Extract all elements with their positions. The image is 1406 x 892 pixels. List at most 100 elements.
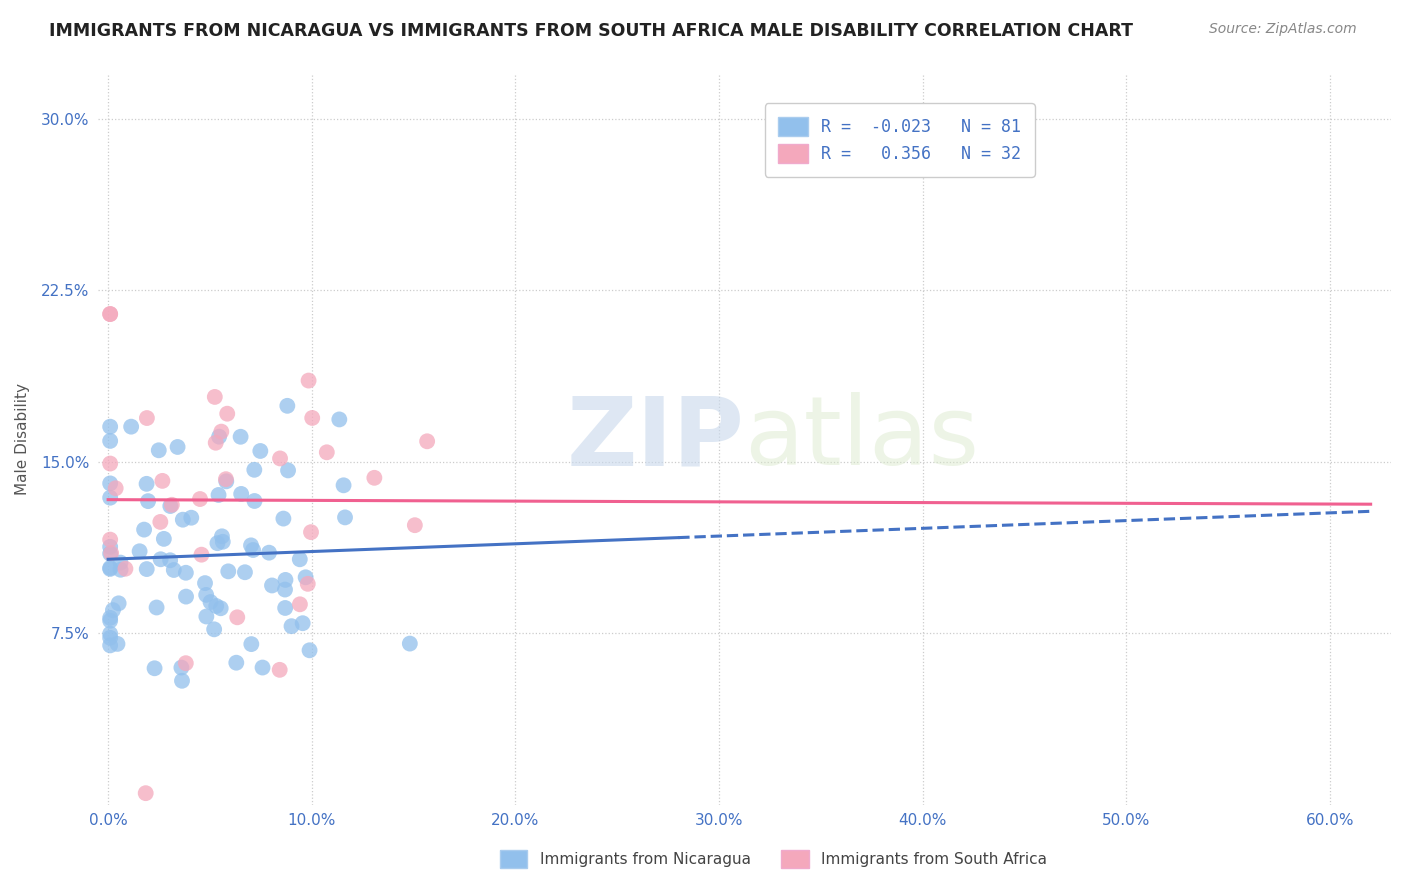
Point [98,561,121,575]
Point [132,523,155,537]
Point [204,435,226,450]
Point [274,573,297,587]
Point [242,543,264,558]
Point [163,563,186,577]
Point [98,611,121,625]
Point [98,307,121,321]
Point [416,434,439,449]
Point [98,307,121,321]
Point [98,491,121,505]
Point [269,663,291,677]
Point [114,562,136,576]
Point [276,399,298,413]
Point [136,494,159,508]
Point [166,440,188,454]
Point [301,411,323,425]
Point [257,546,280,560]
Point [273,511,295,525]
Point [226,610,249,624]
Point [249,444,271,458]
Point [100,546,122,560]
Point [149,515,172,529]
Point [269,451,291,466]
Point [180,510,202,524]
Point [299,525,322,540]
Point [98,614,121,628]
Point [170,673,193,688]
Point [194,576,217,591]
Point [398,637,420,651]
Point [207,536,229,550]
Legend: R =  -0.023   N = 81, R =   0.356   N = 32: R = -0.023 N = 81, R = 0.356 N = 32 [765,103,1035,177]
Point [215,475,238,489]
Point [204,390,226,404]
Point [172,513,194,527]
Point [240,637,263,651]
Point [315,445,337,459]
Point [225,656,247,670]
Point [200,595,222,609]
Point [98,639,121,653]
Point [148,443,170,458]
Point [170,660,193,674]
Point [202,623,225,637]
Point [98,419,121,434]
Point [98,540,121,554]
Point [104,481,127,495]
Point [98,476,121,491]
Point [98,434,121,448]
Point [231,487,253,501]
Point [110,563,132,577]
Point [128,544,150,558]
Point [252,660,274,674]
Point [404,518,426,533]
Point [98,562,121,576]
Point [297,577,319,591]
Point [333,510,356,524]
Point [297,374,319,388]
Point [98,631,121,645]
Point [280,619,302,633]
Point [160,498,183,512]
Point [215,472,238,486]
Point [107,596,129,610]
Point [190,548,212,562]
Point [209,601,232,615]
Point [363,471,385,485]
Point [110,556,132,570]
Point [135,786,157,800]
Point [120,419,142,434]
Point [98,533,121,547]
Point [174,566,197,580]
Text: ZIP: ZIP [567,392,744,485]
Point [153,532,176,546]
Point [229,430,252,444]
Point [159,553,181,567]
Point [211,534,233,549]
Point [195,609,218,624]
Point [288,552,311,566]
Point [152,474,174,488]
Point [195,588,218,602]
Point [98,547,121,561]
Point [208,430,231,444]
Point [107,637,129,651]
Point [101,603,124,617]
Point [149,552,172,566]
Point [217,565,239,579]
Point [332,478,354,492]
Point [174,656,197,670]
Y-axis label: Male Disability: Male Disability [15,383,30,495]
Point [240,538,263,552]
Point [233,566,256,580]
Point [288,597,311,611]
Point [143,661,166,675]
Point [291,616,314,631]
Text: Source: ZipAtlas.com: Source: ZipAtlas.com [1209,22,1357,37]
Point [274,601,297,615]
Point [135,476,157,491]
Point [209,425,232,439]
Point [174,590,197,604]
Point [243,463,266,477]
Point [98,626,121,640]
